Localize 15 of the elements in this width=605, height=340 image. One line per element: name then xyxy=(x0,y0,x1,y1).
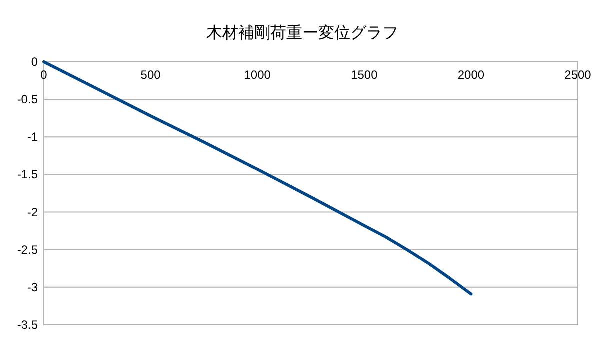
y-tick-label: -1 xyxy=(27,130,38,144)
y-tick-label: -0.5 xyxy=(17,92,38,107)
y-tick-label: -2.5 xyxy=(17,242,38,257)
chart-title: 木材補剛荷重ー変位グラフ xyxy=(206,24,398,42)
y-tick-label: 0 xyxy=(31,55,38,69)
x-tick-label: 0 xyxy=(40,68,48,82)
x-tick-label: 500 xyxy=(140,68,162,82)
x-tick-label: 1500 xyxy=(351,68,378,82)
x-tick-label: 1000 xyxy=(244,68,272,82)
y-tick-label: -2 xyxy=(27,205,38,220)
x-tick-label: 2000 xyxy=(458,68,485,82)
y-tick-label: -3.5 xyxy=(17,318,38,332)
x-tick-label: 2500 xyxy=(564,68,592,82)
y-tick-label: -1.5 xyxy=(17,168,38,182)
y-tick-label: -3 xyxy=(27,280,38,294)
